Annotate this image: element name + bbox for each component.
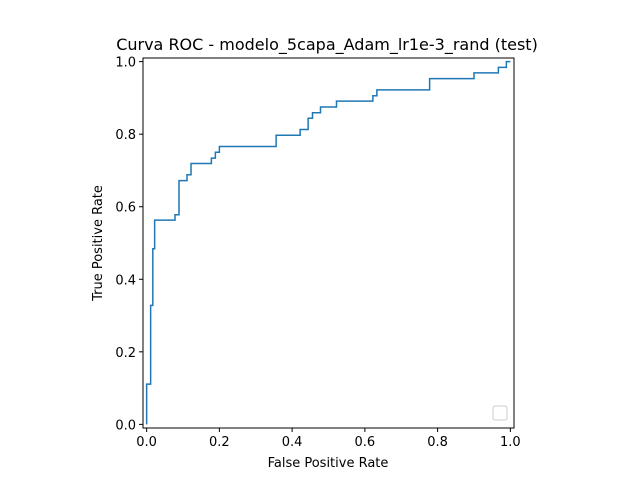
legend-box bbox=[492, 405, 508, 421]
y-axis-label: True Positive Rate bbox=[91, 185, 106, 302]
y-tick-label: 0.2 bbox=[115, 346, 136, 361]
x-tick-label: 0.6 bbox=[355, 435, 376, 450]
y-tick-label: 0.6 bbox=[115, 201, 136, 216]
y-tick-label: 0.0 bbox=[115, 418, 136, 433]
x-axis-label: False Positive Rate bbox=[268, 456, 389, 471]
x-axis-ticks: 0.0 0.2 0.4 0.6 0.8 1.0 bbox=[136, 428, 521, 450]
chart-title: Curva ROC - modelo_5capa_Adam_lr1e-3_ran… bbox=[116, 35, 538, 55]
x-tick-label: 1.0 bbox=[500, 435, 521, 450]
plot-area bbox=[143, 58, 514, 428]
x-tick-label: 0.4 bbox=[282, 435, 303, 450]
x-tick-label: 0.0 bbox=[136, 435, 157, 450]
roc-curve-line bbox=[145, 60, 511, 425]
y-axis-ticks: 0.0 0.2 0.4 0.6 0.8 1.0 bbox=[115, 56, 143, 433]
x-tick-label: 0.2 bbox=[209, 435, 230, 450]
plot-frame bbox=[142, 57, 515, 429]
y-tick-label: 0.4 bbox=[115, 273, 136, 288]
y-tick-label: 0.8 bbox=[115, 128, 136, 143]
x-tick-label: 0.8 bbox=[427, 435, 448, 450]
y-tick-label: 1.0 bbox=[115, 56, 136, 71]
